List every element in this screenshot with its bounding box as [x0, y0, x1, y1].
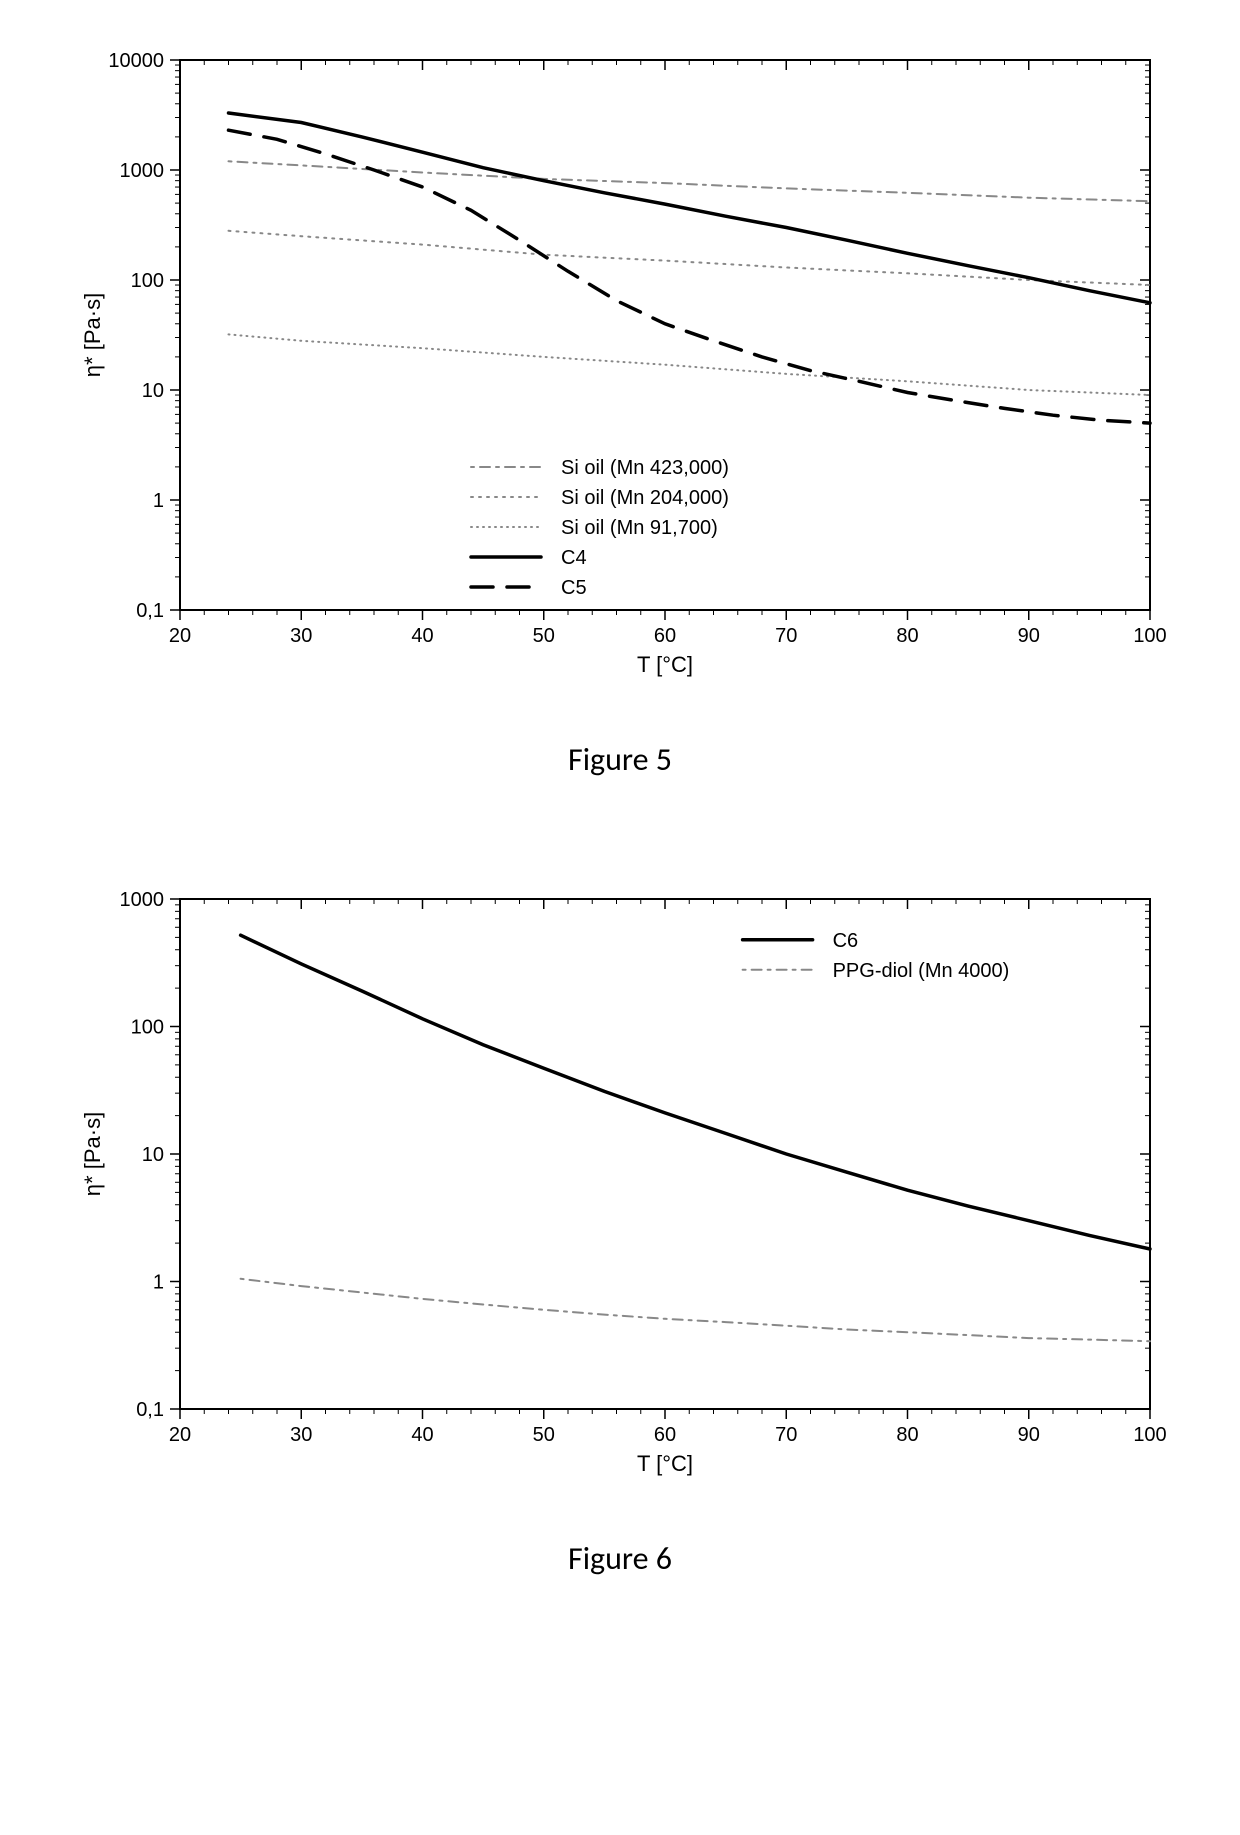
svg-text:1000: 1000: [120, 889, 165, 911]
svg-text:PPG-diol (Mn 4000): PPG-diol (Mn 4000): [833, 960, 1010, 982]
svg-text:90: 90: [1018, 1424, 1040, 1446]
figure-6-block: 20 30 40 50 60 70 80 90 100 0,1 1 10 100 1000 T [°C] η*…: [60, 879, 1180, 1578]
svg-text:30: 30: [290, 625, 312, 647]
svg-text:Si oil (Mn 423,000): Si oil (Mn 423,000): [561, 457, 729, 479]
svg-text:20: 20: [169, 625, 191, 647]
svg-text:60: 60: [654, 625, 676, 647]
figure-6-chart: 20 30 40 50 60 70 80 90 100 0,1 1 10 100 1000 T [°C] η*…: [60, 879, 1180, 1499]
figure-5-chart: 20 30 40 50 60 70 80 90 100 0,1 1 10 100 1000 10000 T […: [60, 40, 1180, 700]
svg-text:C5: C5: [561, 577, 587, 599]
figure-6-caption: Figure 6: [60, 1539, 1180, 1578]
svg-text:70: 70: [775, 625, 797, 647]
svg-text:T [°C]: T [°C]: [637, 1451, 693, 1476]
svg-text:10000: 10000: [108, 50, 164, 72]
svg-text:0,1: 0,1: [136, 1399, 164, 1421]
svg-text:100: 100: [1133, 1424, 1166, 1446]
svg-text:0,1: 0,1: [136, 600, 164, 622]
svg-text:80: 80: [896, 1424, 918, 1446]
svg-text:C4: C4: [561, 547, 587, 569]
svg-text:η* [Pa·s]: η* [Pa·s]: [80, 1112, 105, 1196]
figure-5-caption: Figure 5: [60, 740, 1180, 779]
svg-text:10: 10: [142, 380, 164, 402]
svg-text:40: 40: [411, 625, 433, 647]
svg-text:Si oil (Mn 204,000): Si oil (Mn 204,000): [561, 487, 729, 509]
svg-text:90: 90: [1018, 625, 1040, 647]
svg-text:C6: C6: [833, 930, 859, 952]
svg-text:η* [Pa·s]: η* [Pa·s]: [80, 293, 105, 377]
svg-text:70: 70: [775, 1424, 797, 1446]
svg-text:10: 10: [142, 1144, 164, 1166]
svg-text:80: 80: [896, 625, 918, 647]
svg-text:T [°C]: T [°C]: [637, 652, 693, 677]
svg-text:1000: 1000: [120, 160, 165, 182]
svg-text:1: 1: [153, 490, 164, 512]
svg-text:60: 60: [654, 1424, 676, 1446]
svg-text:Si oil (Mn 91,700): Si oil (Mn 91,700): [561, 517, 718, 539]
svg-text:40: 40: [411, 1424, 433, 1446]
svg-text:1: 1: [153, 1272, 164, 1294]
figure-5-block: 20 30 40 50 60 70 80 90 100 0,1 1 10 100 1000 10000 T […: [60, 40, 1180, 779]
svg-text:100: 100: [1133, 625, 1166, 647]
svg-text:20: 20: [169, 1424, 191, 1446]
svg-text:50: 50: [533, 625, 555, 647]
svg-text:50: 50: [533, 1424, 555, 1446]
svg-text:100: 100: [131, 270, 164, 292]
svg-text:30: 30: [290, 1424, 312, 1446]
svg-text:100: 100: [131, 1017, 164, 1039]
